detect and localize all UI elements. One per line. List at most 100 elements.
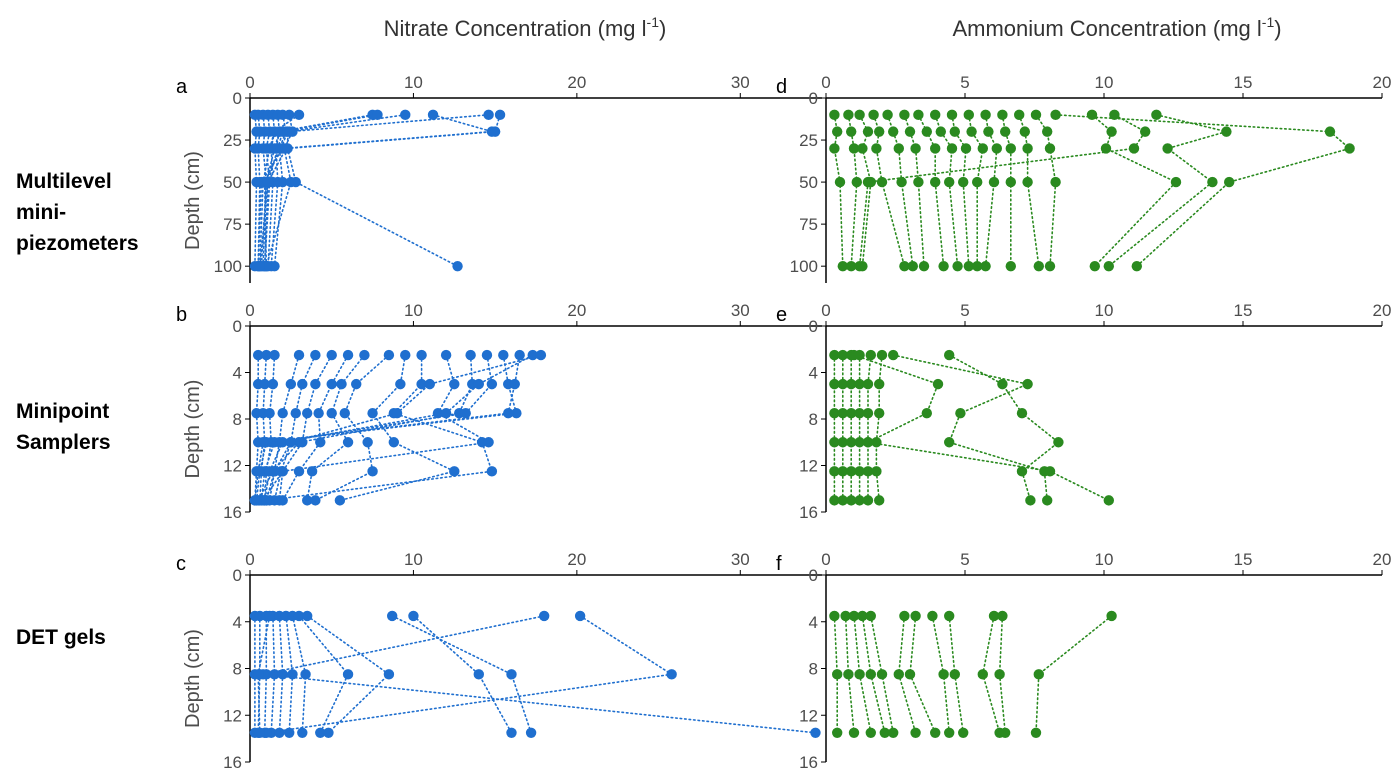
y-tick-label: 0 [809, 317, 818, 336]
data-point [829, 495, 840, 506]
data-point [1140, 126, 1151, 137]
data-point [285, 437, 297, 448]
data-point [921, 407, 932, 419]
x-tick-label: 15 [1234, 550, 1253, 569]
data-point [473, 669, 484, 680]
data-point [395, 378, 406, 390]
x-tick-label: 5 [960, 73, 969, 92]
data-point [966, 126, 977, 137]
profile-line [258, 354, 268, 502]
data-point [899, 610, 910, 622]
data-point [843, 109, 854, 121]
nitrate-column-title: Nitrate Concentration (mg l-1) [384, 14, 667, 41]
panel-a: 0 10 20 30 0 25 50 75 100 Depth (cm) a [176, 73, 822, 283]
data-point [876, 176, 888, 188]
data-point [899, 260, 910, 272]
data-point [988, 610, 1000, 622]
data-point [372, 109, 383, 121]
data-point [972, 260, 983, 272]
profile-line [391, 615, 532, 734]
panel-f: 0 5 10 15 20 0 4 8 12 16 f [776, 550, 1391, 772]
data-point [988, 176, 1000, 188]
y-tick-label: 16 [223, 753, 242, 772]
profile-line [254, 114, 258, 268]
panel-letter-a: a [176, 76, 188, 98]
data-point [854, 495, 865, 506]
data-point [440, 407, 452, 419]
data-point [1005, 260, 1016, 272]
data-point [386, 610, 398, 622]
profile-line [262, 615, 817, 734]
y-tick-label: 12 [223, 706, 242, 725]
x-tick-label: 10 [1095, 550, 1114, 569]
data-point [997, 378, 1008, 390]
y-tick-label: 25 [223, 131, 242, 150]
data-point [832, 669, 843, 680]
x-tick-label: 15 [1234, 73, 1253, 92]
profile-line [1035, 114, 1057, 268]
panel-letter-e: e [776, 304, 787, 326]
data-point [293, 349, 305, 361]
data-point [1103, 260, 1115, 272]
profile-line [934, 114, 959, 268]
data-point [865, 727, 876, 738]
data-point [980, 260, 991, 272]
data-point [963, 109, 974, 121]
data-point [503, 407, 514, 419]
data-point [277, 407, 288, 419]
profile-line [1018, 114, 1040, 268]
data-point [400, 349, 411, 361]
x-tick-label: 10 [404, 301, 423, 320]
data-point [465, 349, 476, 361]
x-tick-label: 10 [404, 550, 423, 569]
data-point [848, 610, 860, 622]
data-point [843, 669, 854, 680]
data-point [1344, 143, 1355, 154]
data-point [893, 669, 904, 680]
profile-line [265, 615, 674, 734]
x-tick-label: 30 [731, 550, 750, 569]
data-point [339, 407, 350, 419]
x-tick-label: 10 [1095, 301, 1114, 320]
profile-line [853, 354, 1110, 502]
data-point [1030, 109, 1042, 121]
data-point [323, 727, 334, 738]
data-point [269, 349, 280, 361]
data-point [383, 349, 395, 361]
data-point [1151, 109, 1162, 121]
data-point [302, 407, 313, 419]
data-point [944, 176, 955, 188]
data-point [944, 727, 955, 738]
y-tick-label: 50 [799, 173, 818, 192]
data-point [1005, 143, 1016, 154]
data-point [854, 109, 865, 121]
y-tick-label: 75 [223, 215, 242, 234]
x-tick-label: 5 [960, 301, 969, 320]
data-point [893, 143, 904, 154]
data-point [489, 126, 501, 137]
data-point [261, 349, 272, 361]
data-point [293, 109, 305, 121]
data-point [837, 349, 848, 361]
data-point [848, 349, 860, 361]
profile-line [314, 354, 390, 502]
data-point [408, 610, 419, 622]
profile-line [265, 114, 294, 268]
profile-line [951, 114, 970, 268]
data-point [261, 495, 272, 506]
profile-line [1091, 114, 1178, 268]
data-point [899, 109, 910, 121]
data-point [955, 407, 966, 419]
data-point [416, 378, 427, 390]
data-point [302, 495, 313, 506]
profile-line [257, 114, 493, 268]
data-point [449, 378, 460, 390]
y-tick-label: 16 [223, 503, 242, 522]
data-point [262, 176, 274, 188]
data-point [862, 407, 874, 419]
profile-line [872, 114, 906, 268]
data-point [991, 143, 1002, 154]
data-point [927, 610, 938, 622]
data-point [1019, 126, 1030, 137]
x-tick-label: 20 [1373, 301, 1392, 320]
